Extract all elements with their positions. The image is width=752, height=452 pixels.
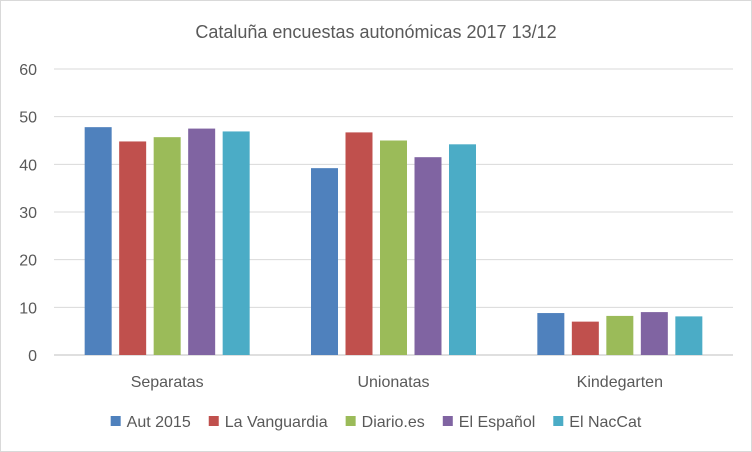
y-tick-label: 0 — [28, 348, 37, 365]
legend-label: La Vanguardia — [225, 414, 328, 431]
bar-aut-2015-0 — [84, 127, 112, 355]
legend-swatch — [442, 416, 453, 426]
bar-aut-2015-2 — [537, 313, 565, 355]
category-label: Unionatas — [357, 374, 429, 391]
y-tick-label: 10 — [19, 300, 37, 317]
y-tick-label: 30 — [19, 205, 37, 222]
bar-aut-2015-1 — [311, 168, 338, 355]
y-tick-label: 50 — [19, 110, 37, 127]
category-label: Separatas — [131, 374, 204, 391]
legend-label: El NacCat — [569, 414, 642, 431]
bar-el-naccat-2 — [675, 316, 703, 355]
y-tick-label: 60 — [19, 62, 37, 79]
legend: Aut 2015 La Vanguardia Diario.es El Español… — [110, 414, 642, 431]
chart-title: Cataluña encuestas autonómicas 2017 13/1… — [195, 22, 556, 42]
y-axis-ticks: 0 10 20 30 40 50 60 — [19, 62, 37, 365]
legend-item: El NacCat — [553, 414, 642, 431]
legend-label: Aut 2015 — [127, 414, 191, 431]
bar-el-espa-ol-0 — [188, 128, 216, 355]
category-label: Kindegarten — [577, 374, 663, 391]
y-tick-label: 40 — [19, 157, 37, 174]
bars — [84, 127, 703, 355]
bar-diario-es-0 — [153, 137, 181, 355]
bar-la-vanguardia-2 — [571, 321, 599, 355]
legend-swatch — [553, 416, 564, 426]
bar-el-espa-ol-1 — [414, 157, 442, 355]
y-tick-label: 20 — [19, 253, 37, 270]
legend-swatch — [110, 416, 121, 426]
legend-swatch — [208, 416, 219, 426]
legend-item: Aut 2015 — [110, 414, 191, 431]
legend-item: Diario.es — [345, 414, 425, 431]
legend-item: La Vanguardia — [208, 414, 328, 431]
bar-la-vanguardia-0 — [119, 141, 147, 355]
legend-label: Diario.es — [362, 414, 425, 431]
legend-swatch — [345, 416, 356, 426]
bar-el-espa-ol-2 — [640, 312, 668, 355]
legend-label: El Español — [459, 414, 536, 431]
bar-diario-es-1 — [380, 140, 407, 355]
bar-diario-es-2 — [606, 315, 634, 355]
bar-el-naccat-0 — [222, 131, 250, 355]
bar-la-vanguardia-1 — [345, 132, 373, 355]
x-axis-categories: Separatas Unionatas Kindegarten — [131, 374, 663, 391]
bar-el-naccat-1 — [449, 144, 476, 355]
legend-item: El Español — [442, 414, 536, 431]
